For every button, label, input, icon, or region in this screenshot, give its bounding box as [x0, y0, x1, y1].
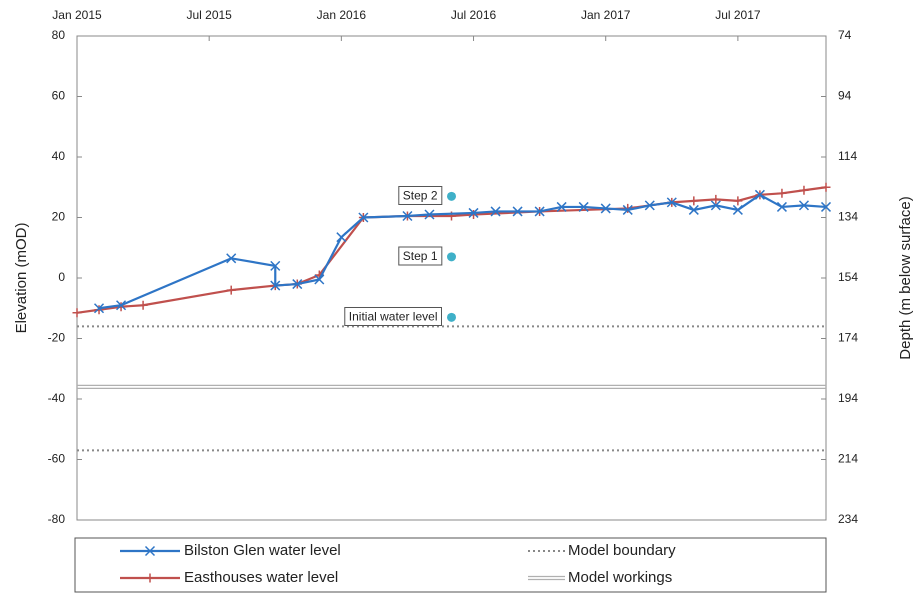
- marker: [145, 573, 155, 583]
- marker: [710, 200, 721, 211]
- annotation-box: [398, 246, 443, 266]
- y-tick-label: 20: [52, 210, 66, 224]
- x-tick-label: Jul 2017: [715, 8, 761, 22]
- marker: [622, 204, 633, 215]
- marker: [72, 308, 82, 318]
- marker: [556, 201, 567, 212]
- y-tick-label: -40: [48, 391, 66, 405]
- marker: [689, 196, 699, 206]
- y2-tick-label: 74: [838, 28, 852, 42]
- legend-box: [74, 537, 827, 593]
- series-line: [98, 193, 827, 310]
- marker: [534, 206, 545, 217]
- marker: [358, 212, 369, 223]
- y2-tick-label: 174: [838, 331, 858, 345]
- marker: [799, 185, 809, 195]
- marker: [424, 209, 435, 220]
- annotation-dot: [447, 191, 456, 201]
- marker: [732, 204, 743, 215]
- series-line: [76, 186, 827, 314]
- annotation-box: [344, 306, 442, 326]
- marker: [93, 303, 105, 314]
- y-tick-label: 60: [52, 89, 66, 103]
- marker: [644, 200, 655, 211]
- legend-label: Model boundary: [568, 542, 676, 559]
- y-tick-label: -60: [48, 452, 66, 466]
- marker: [776, 201, 787, 212]
- legend-label: Model workings: [568, 569, 672, 586]
- legend-label: Easthouses water level: [184, 569, 338, 586]
- x-tick-label: Jan 2016: [317, 8, 367, 22]
- marker: [490, 206, 501, 217]
- y-tick-label: -80: [48, 512, 66, 526]
- marker: [578, 201, 589, 212]
- marker: [777, 188, 787, 198]
- marker: [270, 280, 281, 291]
- marker: [292, 279, 303, 290]
- marker: [688, 204, 699, 215]
- annotation-box: [398, 185, 443, 205]
- plot-frame: [76, 35, 827, 521]
- y-tick-label: 40: [52, 149, 66, 163]
- y-tick-label: 0: [58, 270, 65, 284]
- marker: [116, 300, 127, 311]
- y2-tick-label: 114: [838, 149, 857, 163]
- annotation-label: Step 2: [403, 188, 438, 202]
- y2-axis-title: Depth (m below surface): [897, 196, 914, 359]
- marker: [314, 274, 325, 285]
- y2-tick-label: 234: [838, 512, 858, 526]
- marker: [94, 305, 104, 315]
- marker: [226, 253, 237, 264]
- marker: [820, 201, 832, 212]
- y-tick-label: -20: [48, 331, 66, 345]
- annotation-label: Step 1: [403, 249, 438, 263]
- marker: [402, 210, 413, 222]
- marker: [754, 189, 765, 200]
- marker: [336, 232, 347, 243]
- marker: [798, 200, 810, 211]
- x-tick-label: Jan 2017: [581, 8, 631, 22]
- annotation-label: Initial water level: [349, 309, 438, 323]
- x-tick-label: Jan 2015: [52, 8, 102, 22]
- marker: [468, 207, 479, 218]
- marker: [733, 196, 743, 206]
- marker: [270, 260, 281, 271]
- marker: [469, 209, 479, 219]
- y2-tick-label: 134: [838, 210, 858, 224]
- marker: [600, 203, 611, 214]
- y2-tick-label: 194: [838, 391, 858, 405]
- marker: [512, 206, 523, 217]
- marker: [711, 194, 721, 204]
- y2-tick-label: 214: [838, 452, 858, 466]
- y2-tick-label: 94: [838, 89, 852, 103]
- y-tick-label: 80: [52, 28, 66, 42]
- y2-tick-label: 154: [838, 270, 858, 284]
- marker: [666, 197, 677, 208]
- marker: [138, 300, 148, 310]
- y-axis-title: Elevation (mOD): [13, 223, 30, 334]
- marker: [226, 285, 236, 295]
- marker: [144, 545, 156, 557]
- x-tick-label: Jul 2016: [451, 8, 497, 22]
- legend-label: Bilston Glen water level: [184, 542, 341, 559]
- annotation-dot: [447, 252, 456, 262]
- marker: [821, 182, 831, 192]
- x-tick-label: Jul 2015: [186, 8, 232, 22]
- annotation-dot: [447, 312, 456, 322]
